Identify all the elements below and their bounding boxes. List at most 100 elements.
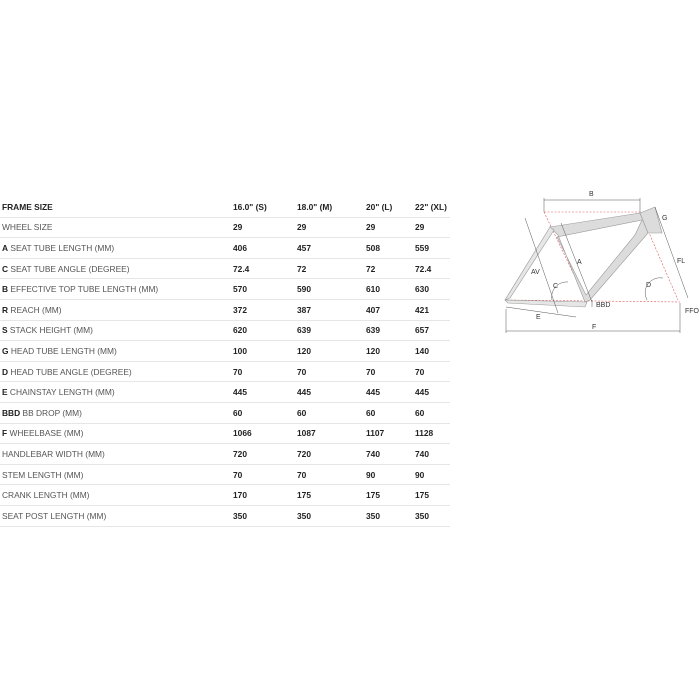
row-value: 72 [297,258,366,280]
row-value: 570 [233,278,297,300]
row-value: 740 [366,443,415,465]
row-value: 100 [233,340,297,362]
row-value: 29 [415,217,450,239]
table-row: D HEAD TUBE ANGLE (DEGREE) 70 70 70 70 [0,361,450,383]
table-row: B EFFECTIVE TOP TUBE LENGTH (MM) 570 590 61… [0,278,450,300]
row-value: 70 [233,464,297,486]
row-value: 70 [415,361,450,383]
row-code: BBD [2,407,21,418]
row-value: 70 [233,361,297,383]
row-value: 29 [366,217,415,239]
row-value: 720 [233,443,297,465]
row-value: 70 [366,361,415,383]
row-label-text: REACH (MM) [8,304,62,315]
row-label: A SEAT TUBE LENGTH (MM) [0,237,233,259]
row-value: 639 [366,320,415,342]
row-label-text: HEAD TUBE LENGTH (MM) [8,345,117,356]
frame-geometry-diagram: B G A AV FL C D BBD FFO E F [504,191,700,333]
label-BBD: BBD [596,302,610,309]
row-code: B [2,284,9,295]
table-row: R REACH (MM) 372 387 407 421 [0,299,450,321]
label-G: G [662,215,667,222]
table-row: C SEAT TUBE ANGLE (DEGREE) 72.4 72 72 72.4 [0,258,450,280]
row-value: 70 [297,361,366,383]
header-size: 22" (XL) [415,197,450,218]
row-code: A [2,242,9,253]
header-size: 16.0" (S) [233,197,297,218]
label-AV: AV [531,269,540,276]
table-row: S STACK HEIGHT (MM) 620 639 639 657 [0,320,450,342]
row-value: 90 [366,464,415,486]
header-size: 20" (L) [366,197,415,218]
table-row: BBD BB DROP (MM) 60 60 60 60 [0,402,450,424]
row-label: HANDLEBAR WIDTH (MM) [0,443,233,465]
row-value: 350 [233,505,297,527]
row-value: 720 [297,443,366,465]
header-size: 18.0" (M) [297,197,366,218]
row-value: 175 [415,484,450,506]
row-label: B EFFECTIVE TOP TUBE LENGTH (MM) [0,278,233,300]
row-value: 72 [366,258,415,280]
row-value: 60 [297,402,366,424]
row-value: 1087 [297,423,366,445]
row-label: BBD BB DROP (MM) [0,402,233,424]
label-A: A [577,259,582,266]
row-label: G HEAD TUBE LENGTH (MM) [0,340,233,362]
row-value: 610 [366,278,415,300]
row-label-text: WHEEL SIZE [2,222,53,233]
table-row: CRANK LENGTH (MM) 170 175 175 175 [0,484,450,506]
row-value: 170 [233,484,297,506]
label-C: C [553,283,558,290]
row-label-text: SEAT TUBE LENGTH (MM) [8,242,115,253]
row-label: F WHEELBASE (MM) [0,423,233,445]
row-label-text: EFFECTIVE TOP TUBE LENGTH (MM) [8,284,159,295]
table-row: F WHEELBASE (MM) 1066 1087 1107 1128 [0,423,450,445]
row-value: 72.4 [233,258,297,280]
row-value: 350 [415,505,450,527]
row-value: 70 [297,464,366,486]
header-label: FRAME SIZE [0,197,233,218]
table-row: SEAT POST LENGTH (MM) 350 350 350 350 [0,505,450,527]
row-code: D [2,366,9,377]
row-value: 350 [366,505,415,527]
row-value: 120 [366,340,415,362]
table-row: E CHAINSTAY LENGTH (MM) 445 445 445 445 [0,381,450,403]
row-label-text: HANDLEBAR WIDTH (MM) [2,448,105,459]
row-value: 445 [297,381,366,403]
row-label-text: SEAT POST LENGTH (MM) [2,510,107,521]
row-value: 508 [366,237,415,259]
row-value: 60 [366,402,415,424]
row-label-text: STACK HEIGHT (MM) [7,325,93,336]
row-label-text: CHAINSTAY LENGTH (MM) [7,387,115,398]
row-label: STEM LENGTH (MM) [0,464,233,486]
row-label-text: STEM LENGTH (MM) [2,469,84,480]
row-value: 1066 [233,423,297,445]
row-value: 175 [297,484,366,506]
row-label-text: BB DROP (MM) [20,407,82,418]
row-value: 590 [297,278,366,300]
label-F: F [592,324,596,331]
label-FFO: FFO [685,308,700,315]
row-value: 740 [415,443,450,465]
row-label: WHEEL SIZE [0,217,233,239]
row-value: 559 [415,237,450,259]
table-header-row: FRAME SIZE 16.0" (S) 18.0" (M) 20" (L) 22" (… [0,197,450,218]
label-D: D [646,282,651,289]
frame-shape [549,212,649,303]
row-label: E CHAINSTAY LENGTH (MM) [0,381,233,403]
label-B: B [589,191,594,198]
row-code: R [2,304,9,315]
row-label: S STACK HEIGHT (MM) [0,320,233,342]
table-row: G HEAD TUBE LENGTH (MM) 100 120 120 140 [0,340,450,362]
row-code: G [2,345,9,356]
row-value: 72.4 [415,258,450,280]
row-value: 350 [297,505,366,527]
row-value: 1107 [366,423,415,445]
row-value: 175 [366,484,415,506]
row-value: 657 [415,320,450,342]
row-code: F [2,428,8,439]
row-value: 120 [297,340,366,362]
row-value: 29 [297,217,366,239]
row-value: 406 [233,237,297,259]
row-value: 630 [415,278,450,300]
